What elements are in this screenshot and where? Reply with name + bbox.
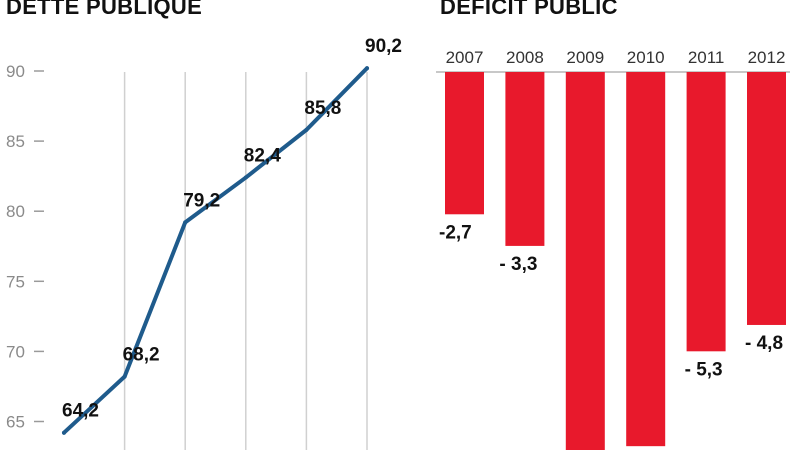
deficit-bar bbox=[445, 72, 484, 215]
deficit-data-label: -2,7 bbox=[439, 222, 472, 243]
y-tick-label: 80 bbox=[6, 202, 25, 221]
debt-point bbox=[183, 220, 188, 225]
year-label: 2012 bbox=[748, 48, 786, 67]
year-label: 2008 bbox=[506, 48, 544, 67]
deficit-data-label: - 4,8 bbox=[745, 333, 783, 354]
y-tick-label: 90 bbox=[6, 62, 25, 81]
year-label: 2009 bbox=[566, 48, 604, 67]
year-label: 2010 bbox=[627, 48, 665, 67]
debt-data-label: 90,2 bbox=[365, 36, 402, 57]
debt-data-label: 85,8 bbox=[304, 98, 341, 119]
year-label: 2011 bbox=[688, 48, 725, 67]
year-label: 2007 bbox=[446, 48, 484, 67]
y-tick-label: 70 bbox=[6, 342, 25, 361]
debt-data-label: 79,2 bbox=[183, 190, 220, 211]
deficit-bar bbox=[626, 72, 666, 447]
debt-point bbox=[122, 374, 127, 379]
debt-chart-title: DETTE PUBLIQUE bbox=[6, 0, 203, 19]
debt-point bbox=[304, 127, 309, 132]
debt-data-label: 64,2 bbox=[62, 401, 99, 422]
y-tick-label: 75 bbox=[6, 272, 25, 291]
deficit-bar bbox=[565, 72, 605, 450]
y-tick-label: 85 bbox=[6, 132, 25, 151]
deficit-bar bbox=[747, 72, 786, 325]
debt-data-label: 68,2 bbox=[123, 345, 160, 366]
debt-data-label: 82,4 bbox=[244, 146, 281, 167]
y-tick-label: 65 bbox=[6, 413, 25, 432]
debt-point bbox=[365, 66, 369, 71]
deficit-data-label: - 3,3 bbox=[499, 254, 537, 275]
debt-point bbox=[62, 430, 66, 435]
deficit-data-label: - 5,3 bbox=[685, 359, 723, 380]
debt-point bbox=[243, 175, 248, 180]
debt-line bbox=[62, 66, 369, 435]
deficit-bar bbox=[686, 72, 726, 352]
deficit-chart-title: DEFICIT PUBLIC bbox=[440, 0, 618, 19]
deficit-bar bbox=[505, 72, 545, 246]
